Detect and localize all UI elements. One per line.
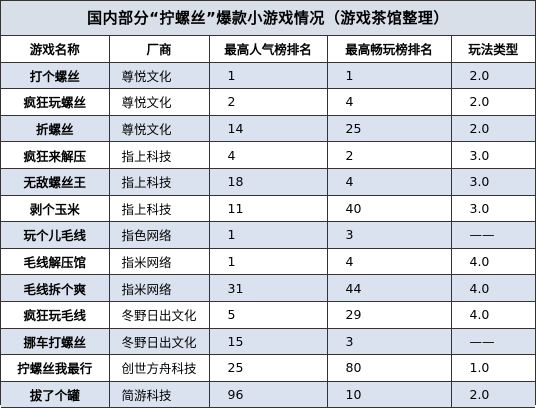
cell-gameplay-type: 2.0 <box>450 88 535 116</box>
table-row: 折螺丝 尊悦文化 14 25 2.0 <box>1 114 535 143</box>
cell-company: 冬野日出文化 <box>108 300 210 329</box>
cell-gameplay-type: 4.0 <box>450 247 535 276</box>
cell-gameplay-type: 2.0 <box>450 380 535 408</box>
games-table: 游戏名称 厂商 最高人气榜排名 最高畅玩榜排名 玩法类型 打个螺丝 尊悦文化 1 1 2… <box>1 36 535 408</box>
cell-game-name: 拧螺丝我最行 <box>1 354 110 382</box>
cell-game-name: 疯狂玩毛线 <box>1 300 110 329</box>
cell-company: 尊悦文化 <box>108 61 210 90</box>
cell-company: 尊悦文化 <box>108 88 210 116</box>
header-play-rank: 最高畅玩榜排名 <box>326 36 452 63</box>
cell-play-rank: 2 <box>326 141 452 169</box>
table-row: 拧螺丝我最行 创世方舟科技 25 80 1.0 <box>1 354 535 382</box>
cell-popularity-rank: 11 <box>208 194 328 223</box>
cell-company: 指上科技 <box>108 194 210 223</box>
cell-game-name: 拔了个罐 <box>1 380 110 408</box>
header-gameplay-type: 玩法类型 <box>450 36 535 63</box>
cell-game-name: 无敌螺丝王 <box>1 167 110 196</box>
cell-gameplay-type: 3.0 <box>450 194 535 223</box>
table-title: 国内部分“拧螺丝”爆款小游戏情况（游戏茶馆整理） <box>1 1 535 36</box>
table-row: 玩个儿毛线 指色网络 1 3 —— <box>1 221 535 249</box>
table-row: 打个螺丝 尊悦文化 1 1 2.0 <box>1 61 535 90</box>
cell-gameplay-type: 3.0 <box>450 167 535 196</box>
cell-play-rank: 1 <box>326 61 452 90</box>
cell-company: 指米网络 <box>108 247 210 276</box>
cell-company: 创世方舟科技 <box>108 354 210 382</box>
cell-play-rank: 29 <box>326 300 452 329</box>
cell-popularity-rank: 96 <box>208 380 328 408</box>
table-row: 毛线拆个爽 指米网络 31 44 4.0 <box>1 274 535 302</box>
cell-company: 尊悦文化 <box>108 114 210 143</box>
header-row: 游戏名称 厂商 最高人气榜排名 最高畅玩榜排名 玩法类型 <box>1 36 535 63</box>
cell-popularity-rank: 4 <box>208 141 328 169</box>
cell-gameplay-type: —— <box>450 327 535 356</box>
cell-popularity-rank: 1 <box>208 61 328 90</box>
cell-gameplay-type: 3.0 <box>450 141 535 169</box>
cell-popularity-rank: 18 <box>208 167 328 196</box>
cell-play-rank: 4 <box>326 88 452 116</box>
cell-play-rank: 3 <box>326 327 452 356</box>
table-row: 毛线解压馆 指米网络 1 4 4.0 <box>1 247 535 276</box>
cell-popularity-rank: 5 <box>208 300 328 329</box>
cell-popularity-rank: 1 <box>208 247 328 276</box>
table-row: 疯狂玩毛线 冬野日出文化 5 29 4.0 <box>1 300 535 329</box>
cell-play-rank: 25 <box>326 114 452 143</box>
table-body: 打个螺丝 尊悦文化 1 1 2.0 疯狂玩螺丝 尊悦文化 2 4 2.0 折螺丝 尊悦文化 14 25 2.… <box>1 61 535 408</box>
cell-company: 指上科技 <box>108 167 210 196</box>
cell-gameplay-type: 2.0 <box>450 61 535 90</box>
cell-game-name: 挪车打螺丝 <box>1 327 110 356</box>
table-row: 疯狂来解压 指上科技 4 2 3.0 <box>1 141 535 169</box>
table-row: 无敌螺丝王 指上科技 18 4 3.0 <box>1 167 535 196</box>
table-row: 疯狂玩螺丝 尊悦文化 2 4 2.0 <box>1 88 535 116</box>
cell-popularity-rank: 14 <box>208 114 328 143</box>
cell-game-name: 疯狂玩螺丝 <box>1 88 110 116</box>
cell-play-rank: 40 <box>326 194 452 223</box>
table-row: 挪车打螺丝 冬野日出文化 15 3 —— <box>1 327 535 356</box>
cell-gameplay-type: 4.0 <box>450 300 535 329</box>
cell-popularity-rank: 31 <box>208 274 328 302</box>
header-game-name: 游戏名称 <box>1 36 110 63</box>
cell-company: 简游科技 <box>108 380 210 408</box>
cell-gameplay-type: 2.0 <box>450 114 535 143</box>
cell-play-rank: 80 <box>326 354 452 382</box>
cell-play-rank: 4 <box>326 167 452 196</box>
cell-company: 冬野日出文化 <box>108 327 210 356</box>
cell-company: 指米网络 <box>108 274 210 302</box>
cell-game-name: 疯狂来解压 <box>1 141 110 169</box>
cell-gameplay-type: 1.0 <box>450 354 535 382</box>
cell-gameplay-type: —— <box>450 221 535 249</box>
cell-play-rank: 3 <box>326 221 452 249</box>
cell-company: 指色网络 <box>108 221 210 249</box>
table-row: 拔了个罐 简游科技 96 10 2.0 <box>1 380 535 408</box>
cell-company: 指上科技 <box>108 141 210 169</box>
cell-popularity-rank: 1 <box>208 221 328 249</box>
cell-game-name: 剥个玉米 <box>1 194 110 223</box>
cell-play-rank: 4 <box>326 247 452 276</box>
cell-play-rank: 10 <box>326 380 452 408</box>
cell-game-name: 毛线拆个爽 <box>1 274 110 302</box>
cell-game-name: 玩个儿毛线 <box>1 221 110 249</box>
cell-popularity-rank: 15 <box>208 327 328 356</box>
cell-gameplay-type: 4.0 <box>450 274 535 302</box>
cell-popularity-rank: 25 <box>208 354 328 382</box>
header-popularity-rank: 最高人气榜排名 <box>208 36 328 63</box>
header-company: 厂商 <box>108 36 210 63</box>
cell-popularity-rank: 2 <box>208 88 328 116</box>
cell-game-name: 打个螺丝 <box>1 61 110 90</box>
cell-game-name: 折螺丝 <box>1 114 110 143</box>
table-row: 剥个玉米 指上科技 11 40 3.0 <box>1 194 535 223</box>
cell-play-rank: 44 <box>326 274 452 302</box>
cell-game-name: 毛线解压馆 <box>1 247 110 276</box>
